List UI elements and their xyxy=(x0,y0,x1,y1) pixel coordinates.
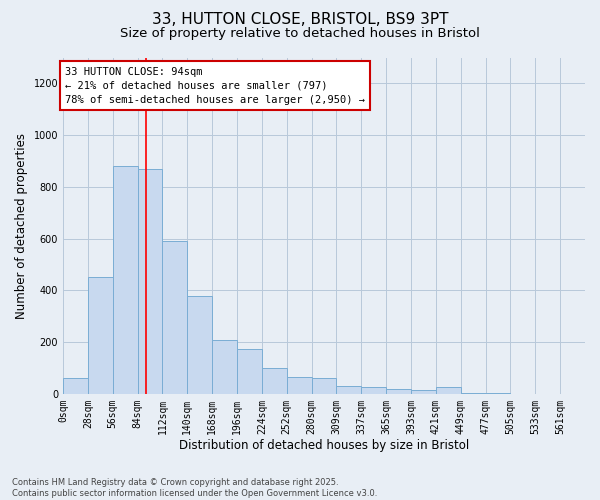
Bar xyxy=(411,390,436,394)
Bar xyxy=(237,348,262,394)
Bar xyxy=(461,392,485,394)
Bar xyxy=(137,168,163,394)
Bar xyxy=(88,278,113,394)
Bar xyxy=(311,378,337,394)
X-axis label: Distribution of detached houses by size in Bristol: Distribution of detached houses by size … xyxy=(179,440,469,452)
Bar xyxy=(163,241,187,394)
Bar xyxy=(212,340,237,394)
Y-axis label: Number of detached properties: Number of detached properties xyxy=(15,132,28,318)
Bar xyxy=(436,388,461,394)
Text: Contains HM Land Registry data © Crown copyright and database right 2025.
Contai: Contains HM Land Registry data © Crown c… xyxy=(12,478,377,498)
Bar xyxy=(337,386,361,394)
Text: Size of property relative to detached houses in Bristol: Size of property relative to detached ho… xyxy=(120,28,480,40)
Bar xyxy=(485,392,511,394)
Bar xyxy=(386,388,411,394)
Bar xyxy=(63,378,88,394)
Bar xyxy=(262,368,287,394)
Bar xyxy=(361,388,386,394)
Bar xyxy=(113,166,137,394)
Bar xyxy=(187,296,212,394)
Bar xyxy=(287,377,311,394)
Text: 33, HUTTON CLOSE, BRISTOL, BS9 3PT: 33, HUTTON CLOSE, BRISTOL, BS9 3PT xyxy=(152,12,448,28)
Text: 33 HUTTON CLOSE: 94sqm
← 21% of detached houses are smaller (797)
78% of semi-de: 33 HUTTON CLOSE: 94sqm ← 21% of detached… xyxy=(65,66,365,104)
